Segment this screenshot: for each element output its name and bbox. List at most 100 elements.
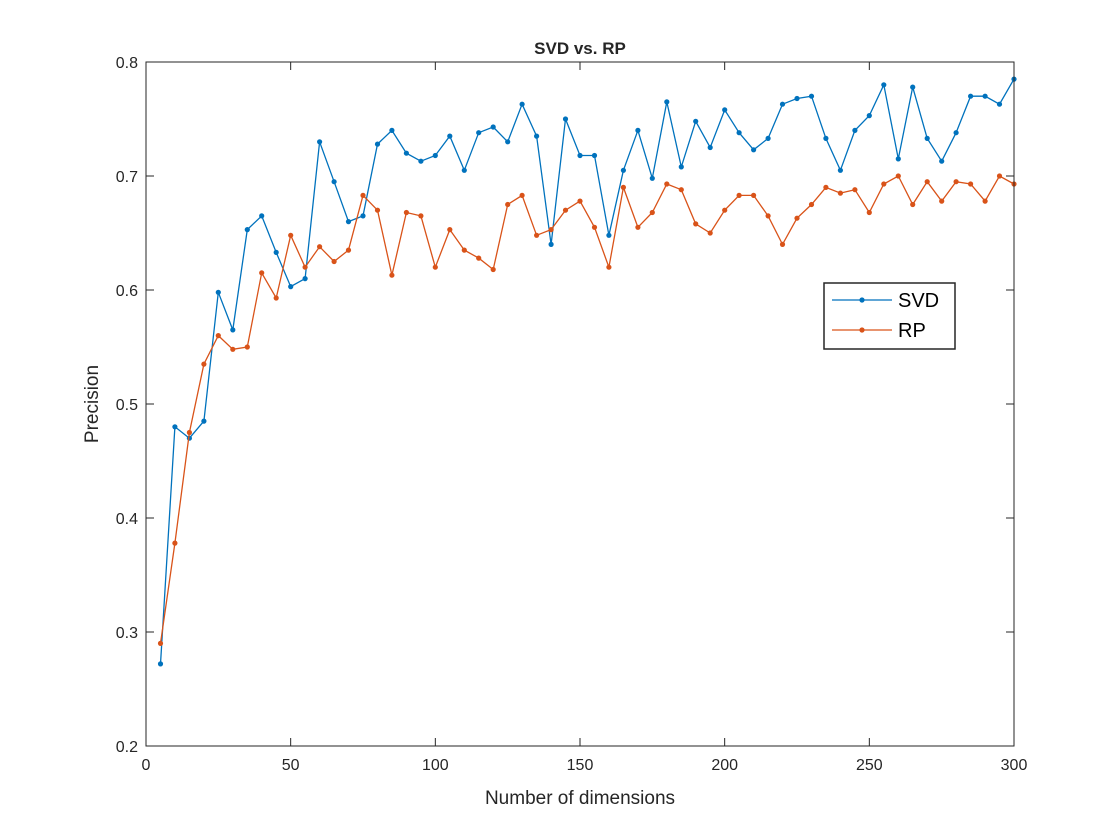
data-point-rp	[808, 201, 815, 208]
data-point-rp	[722, 207, 728, 213]
data-point-rp	[910, 201, 916, 208]
y-tick-label: 0.5	[116, 397, 138, 414]
data-point-svd	[837, 167, 844, 173]
data-point-rp	[331, 258, 337, 265]
data-point-rp	[403, 209, 409, 216]
x-tick-label: 0	[142, 757, 151, 774]
data-point-svd	[461, 167, 467, 173]
legend-label-svd: SVD	[898, 290, 939, 312]
data-point-rp	[461, 247, 467, 253]
series-line-rp	[159, 175, 1015, 644]
data-point-rp	[881, 181, 887, 187]
x-tick-label: 100	[422, 757, 449, 774]
data-point-rp	[649, 209, 655, 216]
data-point-svd	[779, 101, 786, 107]
data-point-rp	[273, 295, 279, 301]
data-point-svd	[345, 219, 352, 225]
data-point-svd	[953, 130, 959, 136]
legend-marker-rp	[859, 327, 865, 333]
data-point-rp	[186, 429, 192, 436]
data-point-rp	[259, 270, 265, 276]
data-point-rp	[664, 181, 670, 187]
data-point-svd	[230, 327, 236, 333]
data-point-rp	[360, 192, 366, 198]
data-point-svd	[273, 249, 279, 255]
data-point-rp	[389, 272, 395, 278]
data-point-svd	[591, 152, 598, 159]
data-point-rp	[476, 255, 482, 261]
data-point-svd	[881, 82, 887, 88]
data-point-rp	[852, 187, 858, 193]
data-point-rp	[982, 198, 988, 204]
data-point-rp	[968, 181, 974, 187]
series-line-svd	[159, 78, 1015, 664]
data-point-svd	[996, 101, 1003, 107]
data-point-svd	[374, 141, 381, 147]
data-point-svd	[562, 116, 569, 122]
data-point-svd	[519, 101, 525, 107]
data-point-rp	[548, 227, 554, 233]
data-point-svd	[505, 139, 511, 145]
data-point-svd	[317, 139, 323, 145]
x-tick-label: 150	[567, 757, 594, 774]
legend-box	[823, 282, 956, 350]
data-point-svd	[910, 84, 916, 90]
data-point-svd	[765, 135, 771, 141]
data-point-svd	[215, 289, 221, 295]
data-point-rp	[924, 179, 930, 185]
data-point-svd	[259, 213, 265, 219]
data-point-svd	[693, 118, 699, 124]
data-point-svd	[418, 158, 424, 164]
data-point-svd	[664, 99, 670, 105]
x-tick-label: 50	[282, 757, 300, 774]
data-point-svd	[635, 127, 641, 133]
data-point-svd	[244, 227, 250, 233]
data-point-rp	[505, 201, 511, 208]
data-point-svd	[823, 135, 829, 141]
legend-label-rp: RP	[898, 320, 926, 342]
data-point-svd	[201, 418, 207, 424]
data-point-svd	[852, 127, 858, 133]
y-tick-label: 0.8	[116, 55, 138, 72]
data-point-rp	[866, 209, 872, 216]
data-point-svd	[982, 93, 988, 99]
data-point-rp	[374, 207, 381, 213]
data-point-rp	[765, 213, 771, 219]
data-point-svd	[577, 152, 583, 159]
data-point-svd	[620, 167, 627, 173]
data-point-svd	[866, 113, 872, 119]
data-point-svd	[476, 130, 482, 136]
chart-title: SVD vs. RP	[534, 39, 626, 58]
data-point-rp	[288, 232, 294, 238]
data-point-rp	[534, 232, 540, 238]
data-point-rp	[620, 184, 627, 190]
data-point-svd	[924, 135, 930, 141]
data-point-svd	[331, 179, 337, 185]
data-point-rp	[953, 179, 959, 185]
x-axis-label: Number of dimensions	[485, 788, 675, 809]
data-point-rp	[939, 198, 945, 204]
data-point-rp	[895, 173, 901, 179]
data-point-rp	[837, 190, 844, 196]
data-point-svd	[794, 95, 800, 102]
data-point-rp	[591, 224, 598, 230]
data-point-rp	[996, 173, 1003, 179]
data-point-rp	[302, 264, 308, 270]
legend-marker-svd	[859, 297, 865, 303]
data-point-svd	[288, 284, 294, 290]
data-point-rp	[432, 264, 438, 270]
data-point-rp	[244, 344, 250, 350]
data-point-rp	[678, 187, 684, 193]
data-point-rp	[418, 213, 424, 219]
data-point-svd	[939, 158, 945, 164]
data-point-svd	[360, 213, 366, 219]
data-point-rp	[519, 192, 525, 198]
data-point-svd	[808, 93, 815, 99]
data-point-svd	[172, 424, 178, 430]
data-point-rp	[490, 266, 496, 273]
x-tick-label: 200	[711, 757, 738, 774]
data-point-rp	[157, 640, 164, 647]
data-point-svd	[678, 164, 684, 170]
